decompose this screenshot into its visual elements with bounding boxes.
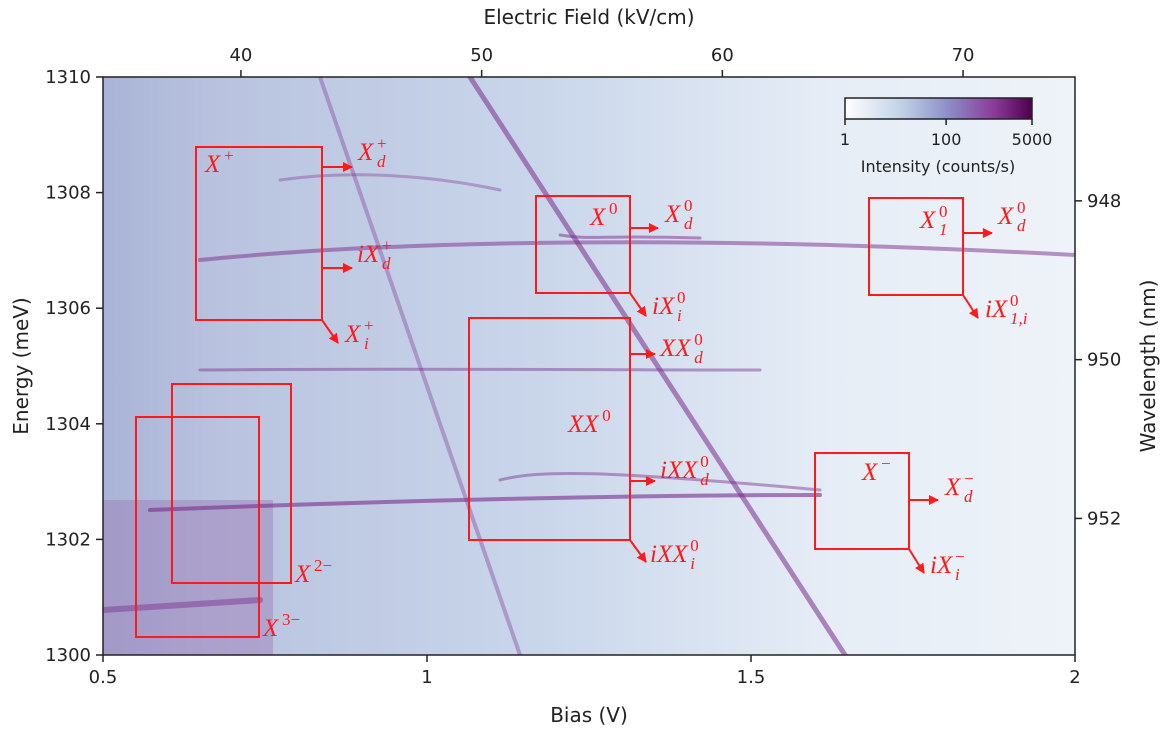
annotation-sup: 3− — [282, 610, 300, 629]
annotation-label: X — [919, 207, 937, 234]
annotation-arrow — [908, 548, 925, 574]
annotation-sup: − — [964, 469, 974, 488]
annotation-label: X — [589, 204, 607, 231]
annotation-sub: d — [1017, 216, 1026, 235]
x2-tick-label: 40 — [229, 45, 252, 66]
annotation-sup: 0 — [677, 288, 686, 307]
y2-axis-label: Wavelength (nm) — [1136, 280, 1160, 453]
annotation-sup: 0 — [609, 199, 618, 218]
colorbar-tick-label: 5000 — [1012, 130, 1053, 149]
annotation-sub: i — [677, 306, 682, 325]
annotation-sub: d — [382, 254, 391, 273]
annotation-box — [868, 197, 964, 296]
annotation-box — [535, 195, 631, 294]
x-tick-label: 1 — [421, 667, 432, 688]
annotation-sub: i — [955, 565, 960, 584]
annotation-label: iXX — [650, 541, 689, 568]
annotation-label: X — [344, 321, 362, 348]
plot-frame — [102, 76, 1076, 656]
annotation-sup: 0 — [939, 202, 948, 221]
annotation-box — [468, 317, 631, 541]
colorbar-label: Intensity (counts/s) — [861, 157, 1015, 176]
annotation-sup: 0 — [602, 406, 611, 425]
annotation-box — [135, 416, 260, 638]
colorbar — [844, 97, 1033, 120]
x2-tick-label: 70 — [952, 45, 975, 66]
annotation-label: X — [204, 151, 222, 178]
annotation-sub: 1,i — [1010, 309, 1028, 328]
x-axis-label: Bias (V) — [550, 703, 628, 727]
annotation-sup: 0 — [1010, 291, 1019, 310]
annotation-label: X — [294, 561, 312, 588]
x-tick-label: 0.5 — [89, 667, 118, 688]
y-tick-label: 1302 — [45, 529, 91, 550]
y-axis-label: Energy (meV) — [9, 297, 33, 434]
annotation-sub: i — [364, 334, 369, 353]
annotation-arrow — [321, 319, 339, 344]
x-tick-label: 2 — [1069, 667, 1080, 688]
annotation-label: iXX — [660, 457, 699, 484]
annotation-sup: 0 — [700, 452, 709, 471]
colorbar-tick-label: 100 — [931, 130, 962, 149]
annotation-label: X — [357, 139, 375, 166]
annotation-label: XX — [567, 411, 600, 438]
annotation-label: X — [262, 615, 280, 642]
x2-axis-label: Electric Field (kV/cm) — [483, 5, 694, 29]
annotation-sub: d — [694, 348, 703, 367]
annotation-sub: d — [700, 470, 709, 489]
annotation-label: iX — [357, 241, 381, 268]
y-tick-label: 1304 — [45, 414, 91, 435]
colorbar-tick-label: 1 — [840, 130, 850, 149]
annotation-label: X — [664, 201, 682, 228]
annotation-sup: − — [881, 454, 891, 473]
y2-tick-label: 950 — [1087, 350, 1121, 371]
y2-tick-label: 948 — [1087, 191, 1121, 212]
annotation-sub: d — [377, 152, 386, 171]
annotation-sub: d — [964, 487, 973, 506]
annotation-sub: 1 — [939, 220, 948, 239]
annotation-arrow — [629, 539, 647, 563]
heatmap — [103, 77, 1075, 655]
annotation-sup: + — [377, 134, 387, 153]
annotation-box — [171, 383, 292, 584]
annotation-sup: 2− — [314, 556, 332, 575]
annotation-box — [195, 146, 323, 321]
annotation-sup: + — [382, 236, 392, 255]
y-tick-label: 1310 — [45, 67, 91, 88]
annotation-label: X — [944, 474, 962, 501]
y-tick-label: 1300 — [45, 645, 91, 666]
annotation-sup: + — [224, 146, 234, 165]
annotation-label: X — [997, 203, 1015, 230]
annotation-sup: 0 — [690, 536, 699, 555]
y-tick-label: 1306 — [45, 298, 91, 319]
x2-tick-label: 50 — [470, 45, 493, 66]
y-tick-label: 1308 — [45, 183, 91, 204]
annotation-label: iX — [652, 293, 676, 320]
x2-tick-label: 60 — [711, 45, 734, 66]
annotation-arrow — [962, 294, 979, 319]
annotation-label: X — [861, 459, 879, 486]
annotation-sup: 0 — [694, 330, 703, 349]
annotation-sup: 0 — [684, 196, 693, 215]
annotation-label: XX — [659, 335, 692, 362]
x-tick-label: 1.5 — [737, 667, 766, 688]
annotation-sup: 0 — [1017, 198, 1026, 217]
y2-tick-label: 952 — [1087, 508, 1121, 529]
annotation-label: iX — [930, 552, 954, 579]
annotation-arrow — [629, 292, 647, 317]
annotation-sub: d — [684, 214, 693, 233]
annotation-sup: + — [364, 316, 374, 335]
annotation-sup: − — [955, 547, 965, 566]
annotation-label: iX — [985, 296, 1009, 323]
annotation-sub: i — [690, 554, 695, 573]
